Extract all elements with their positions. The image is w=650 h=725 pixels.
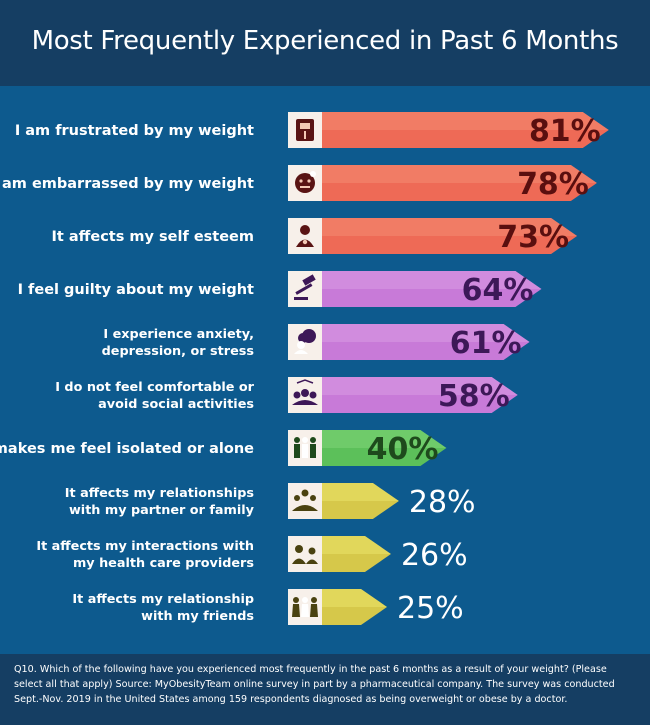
- value-label: 28%: [409, 485, 476, 520]
- category-label: I am embarrassed by my weight: [0, 176, 254, 192]
- bar-highlight: [288, 324, 530, 342]
- embarrassed-face-icon: [295, 171, 316, 193]
- bar-highlight: [288, 218, 578, 236]
- category-label: I am frustrated by my weight: [15, 123, 254, 139]
- chart-title: Most Frequently Experienced in Past 6 Mo…: [31, 26, 619, 56]
- value-label: 26%: [401, 538, 468, 573]
- value-label: 61%: [450, 326, 522, 361]
- value-label: 78%: [517, 167, 589, 202]
- icon-tile: [288, 218, 322, 254]
- bar-highlight: [288, 430, 447, 448]
- self-esteem-person-icon: [296, 225, 314, 247]
- category-label: It makes me feel isolated or alone: [0, 441, 254, 457]
- gavel-icon: [294, 274, 316, 300]
- bar-chart: 81% I am frustrated by my weight 78% I am e…: [0, 112, 609, 626]
- bar-highlight: [288, 165, 597, 183]
- scale-icon: [296, 119, 314, 141]
- doctor-patient-icon: [292, 545, 318, 564]
- value-label: 64%: [462, 273, 534, 308]
- value-label: 40%: [367, 432, 439, 467]
- bar-highlight: [288, 112, 609, 130]
- isolated-people-icon: [294, 437, 316, 458]
- category-label: I do not feel comfortable or avoid social…: [55, 380, 254, 412]
- friends-icon: [292, 597, 318, 617]
- stress-cloud-icon: [294, 329, 316, 354]
- category-label: It affects my relationships with my partn…: [65, 486, 255, 518]
- footnote-banner: Q10. Which of the following have you exp…: [0, 654, 650, 725]
- icon-tile: [288, 536, 322, 572]
- bar-highlight: [288, 271, 542, 289]
- category-label: I feel guilty about my weight: [18, 282, 254, 298]
- value-label: 81%: [529, 114, 601, 149]
- value-label: 25%: [397, 591, 464, 626]
- category-label: It affects my interactions with my health…: [36, 539, 254, 571]
- family-icon: [292, 489, 318, 511]
- footnote-text: Q10. Which of the following have you exp…: [14, 664, 615, 705]
- value-label: 58%: [438, 379, 510, 414]
- social-group-icon: [292, 379, 318, 405]
- icon-tile: [288, 483, 322, 519]
- title-banner: Most Frequently Experienced in Past 6 Mo…: [0, 0, 650, 86]
- category-label: It affects my self esteem: [51, 229, 254, 245]
- value-label: 73%: [497, 220, 569, 255]
- category-label: I experience anxiety, depression, or stre…: [102, 327, 255, 359]
- bar-highlight: [288, 377, 518, 395]
- category-label: It affects my relationship with my friend…: [72, 592, 254, 624]
